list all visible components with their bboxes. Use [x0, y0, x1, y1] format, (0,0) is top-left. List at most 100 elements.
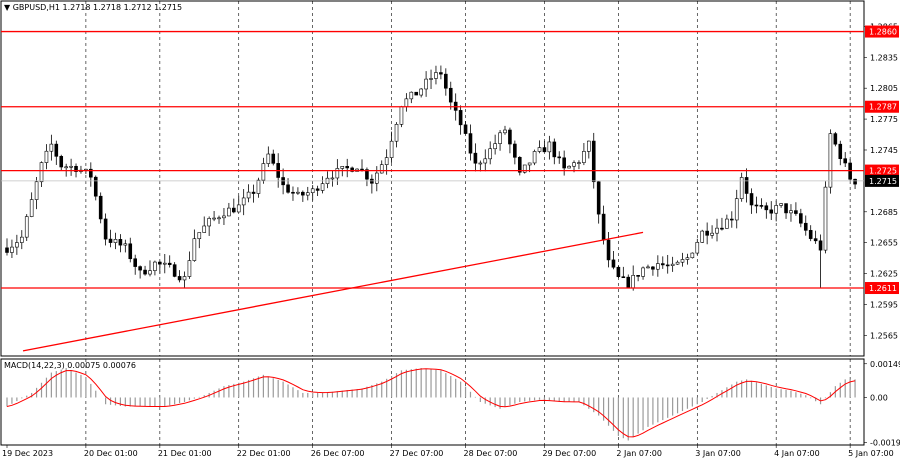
level-price-label: 1.2725 — [869, 167, 897, 176]
candle-bull — [498, 132, 502, 144]
candle-bull — [256, 179, 261, 194]
x-tick-label: 22 Dec 01:00 — [237, 449, 291, 458]
candle-bull — [429, 78, 433, 80]
symbol-dropdown-icon[interactable]: ▼ — [4, 3, 11, 12]
candle-bear — [172, 264, 177, 277]
current-price-badge — [865, 174, 899, 187]
candle-bear — [769, 209, 774, 214]
candle-bear — [651, 266, 655, 270]
candle-bull — [646, 266, 650, 269]
price-tick-label: 1.2745 — [870, 146, 898, 155]
candle-bull — [44, 150, 49, 163]
price-tick-label: 1.2805 — [870, 84, 898, 93]
candle-bull — [695, 242, 700, 254]
candle-bull — [823, 186, 828, 251]
x-tick-label: 19 Dec 2023 — [2, 449, 53, 458]
candle-bull — [182, 276, 187, 281]
candle-bull — [493, 143, 497, 150]
candle-bear — [108, 238, 113, 243]
candle-bear — [365, 169, 369, 180]
candle-bull — [187, 260, 192, 277]
macd-signal-line — [6, 368, 856, 438]
candle-bear — [591, 140, 596, 183]
x-tick-label: 28 Dec 07:00 — [464, 449, 518, 458]
candle-bear — [794, 210, 798, 214]
candle-bear — [808, 230, 813, 239]
x-tick-label: 3 Jan 07:00 — [695, 449, 741, 458]
x-tick-label: 29 Dec 07:00 — [542, 449, 596, 458]
candle-bull — [320, 183, 325, 191]
price-tick-label: 1.2595 — [870, 300, 898, 309]
candle-bull — [488, 148, 493, 160]
main-panel-frame — [0, 0, 865, 357]
candle-bear — [513, 143, 517, 158]
candle-bull — [587, 140, 591, 152]
candle-bear — [606, 239, 611, 261]
candle-bear — [616, 266, 621, 278]
candle-bull — [153, 261, 157, 271]
candle-bull — [399, 106, 404, 125]
candle-bull — [49, 143, 54, 152]
candle-bear — [93, 176, 98, 197]
candle-bull — [34, 181, 39, 200]
candle-bull — [715, 227, 719, 234]
candle-bull — [379, 164, 384, 174]
candle-bull — [212, 217, 216, 220]
candle-bull — [202, 225, 207, 233]
candle-bear — [803, 222, 808, 231]
candle-bull — [217, 217, 221, 220]
candle-bull — [113, 239, 118, 243]
candle-bull — [789, 210, 793, 214]
candle-bear — [818, 240, 823, 251]
candle-bull — [503, 129, 507, 134]
x-tick-label: 5 Jan 07:00 — [848, 449, 894, 458]
candle-bull — [123, 243, 128, 246]
candle-bull — [197, 232, 202, 240]
candle-bear — [271, 153, 276, 164]
candle-bear — [720, 227, 724, 230]
candle-bear — [621, 276, 626, 279]
candle-bull — [424, 78, 428, 90]
candle-bull — [374, 172, 379, 184]
candle-bear — [103, 218, 108, 240]
candle-bull — [222, 215, 226, 219]
candle-bear — [167, 262, 172, 265]
macd-tick-label: 0.00 — [870, 393, 888, 402]
level-price-label: 1.2787 — [869, 103, 897, 112]
x-tick-label: 26 Dec 07:00 — [311, 449, 365, 458]
candle-bull — [641, 267, 645, 277]
candle-bull — [24, 216, 29, 238]
candle-bear — [463, 124, 468, 134]
candle-bull — [675, 261, 680, 265]
candle-bear — [799, 213, 803, 224]
macd-histogram — [6, 368, 856, 441]
candle-bull — [330, 177, 335, 180]
candle-bull — [29, 199, 34, 217]
candle-bear — [552, 141, 557, 158]
candle-bull — [577, 162, 581, 164]
candle-bull — [547, 141, 552, 153]
price-tick-label: 1.2565 — [870, 331, 898, 340]
x-tick-label: 20 Dec 01:00 — [84, 449, 138, 458]
candle-bull — [241, 197, 246, 206]
candle-bear — [705, 230, 709, 236]
candle-bear — [286, 184, 290, 193]
candle-bull — [739, 177, 744, 199]
candle-bear — [626, 276, 631, 289]
candle-bull — [409, 91, 414, 100]
candle-bull — [582, 151, 586, 163]
candle-bear — [439, 72, 443, 75]
candle-bull — [419, 88, 423, 96]
candle-bull — [700, 230, 705, 243]
candle-bull — [779, 203, 783, 206]
candle-bull — [572, 162, 576, 167]
candle-bear — [784, 203, 788, 214]
symbol-label: GBPUSD,H1 — [12, 3, 60, 12]
level-price-badge — [865, 100, 899, 113]
candle-bear — [833, 133, 838, 145]
candle-bear — [54, 143, 59, 157]
candle-bull — [680, 259, 685, 263]
candle-bear — [138, 266, 142, 271]
